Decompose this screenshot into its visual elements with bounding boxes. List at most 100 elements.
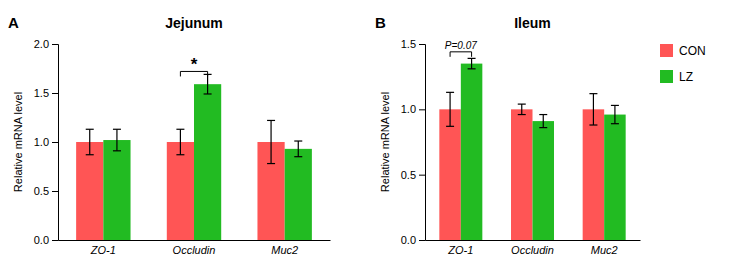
error-bar [204, 74, 212, 94]
x-tick-label: ZO-1 [447, 244, 473, 256]
error-bar-cap [113, 150, 121, 151]
y-tick: 1.0 [34, 136, 58, 148]
error-bar-cap [468, 68, 476, 69]
y-axis-line [52, 45, 59, 241]
significance-bracket [450, 52, 472, 57]
bar [103, 140, 130, 240]
significance-label: * [191, 55, 198, 74]
y-axis-title: Relative mRNA level [379, 92, 391, 192]
error-bar [86, 129, 94, 154]
error-bar-stem [270, 120, 271, 163]
y-axis-title: Relative mRNA level [12, 92, 24, 192]
error-bar [267, 120, 275, 163]
x-tick: Occludin [511, 244, 554, 256]
y-tick: 0.0 [401, 234, 425, 246]
bar [285, 149, 312, 240]
x-tick: Occludin [173, 244, 216, 256]
panel: *0.00.51.01.52.0ZO-1OccludinMuc2Relative… [8, 14, 331, 256]
error-bar-cap [294, 140, 302, 141]
y-tick-label: 1.5 [34, 87, 49, 99]
panel-label: B [375, 14, 386, 31]
x-axis: ZO-1OccludinMuc2 [59, 241, 331, 256]
error-bar-stem [207, 74, 208, 94]
y-tick-mark [52, 44, 58, 45]
error-bar [294, 141, 302, 157]
error-bar-cap [589, 93, 597, 94]
y-tick-label: 1.0 [34, 136, 49, 148]
bar [439, 109, 461, 240]
y-tick-label: 2.0 [34, 38, 49, 50]
error-bar-cap [113, 129, 121, 130]
error-bar [176, 129, 184, 154]
error-bar-cap [611, 105, 619, 106]
legend: CON LZ [660, 44, 706, 84]
error-bar-stem [116, 129, 117, 151]
annotations: P=0.07 [445, 40, 477, 51]
significance-label: P=0.07 [445, 40, 477, 51]
x-tick: ZO-1 [90, 244, 116, 256]
x-tick-label: Occludin [173, 244, 216, 256]
y-tick-label: 1.5 [401, 38, 416, 50]
y-tick-mark [52, 191, 58, 192]
x-tick: ZO-1 [447, 244, 473, 256]
y-axis-line [419, 45, 426, 241]
y-tick: 2.0 [34, 38, 58, 50]
error-bar-cap [539, 114, 547, 115]
error-bar-cap [518, 104, 526, 105]
error-bar-stem [180, 129, 181, 154]
bar [167, 142, 194, 240]
x-axis-line [426, 240, 641, 241]
error-bar [589, 94, 597, 125]
error-bar [611, 105, 619, 123]
error-bar-stem [449, 92, 450, 126]
error-bar-cap [611, 123, 619, 124]
error-bar [446, 92, 454, 126]
error-bar-cap [518, 114, 526, 115]
annotations: * [191, 55, 198, 74]
plot-area [76, 71, 312, 240]
y-tick: 1.5 [401, 38, 425, 50]
error-bar-cap [446, 92, 454, 93]
plot-area [439, 52, 625, 240]
y-tick-mark [52, 240, 58, 241]
error-bar-stem [543, 115, 544, 128]
y-tick-label: 0.5 [401, 169, 416, 181]
error-bar-stem [521, 104, 522, 114]
error-bar-stem [298, 141, 299, 157]
error-bars [113, 74, 302, 156]
error-bar-cap [589, 124, 597, 125]
y-tick-mark [52, 93, 58, 94]
y-tick: 1.0 [401, 103, 425, 115]
y-tick-mark [419, 175, 425, 176]
y-tick-mark [419, 240, 425, 241]
error-bar [113, 129, 121, 151]
error-bar-stem [471, 58, 472, 68]
x-axis-line [59, 240, 331, 241]
bar-series [103, 84, 312, 240]
bar [604, 115, 626, 240]
error-bar-cap [294, 156, 302, 157]
panel: P=0.07 0.0 0.5 1.0 1.5 ZO-1 Occludin Muc2 Relati… [375, 14, 641, 256]
legend-label: LZ [679, 70, 693, 84]
error-bars [468, 58, 619, 127]
error-bar-cap [446, 126, 454, 127]
x-tick: Muc2 [591, 244, 618, 256]
error-bar-cap [267, 163, 275, 164]
bar [76, 142, 103, 240]
y-tick-mark [419, 109, 425, 110]
y-tick-mark [52, 142, 58, 143]
y-tick-label: 1.0 [401, 103, 416, 115]
y-tick: 0.0 [34, 234, 58, 246]
x-tick-label: ZO-1 [90, 244, 116, 256]
error-bar [468, 58, 476, 68]
bar [533, 121, 555, 240]
y-tick-label: 0.0 [34, 234, 49, 246]
chart-figure: * 0.0 0.5 1.0 1.5 2.0 ZO-1 Occludin Muc2 Relative… [0, 0, 743, 273]
panel-label: A [8, 14, 19, 31]
legend-label: CON [679, 44, 706, 58]
error-bar [539, 115, 547, 128]
legend-item: CON [660, 44, 706, 58]
x-tick-label: Muc2 [591, 244, 618, 256]
error-bar [518, 104, 526, 114]
legend-swatch [660, 70, 673, 83]
